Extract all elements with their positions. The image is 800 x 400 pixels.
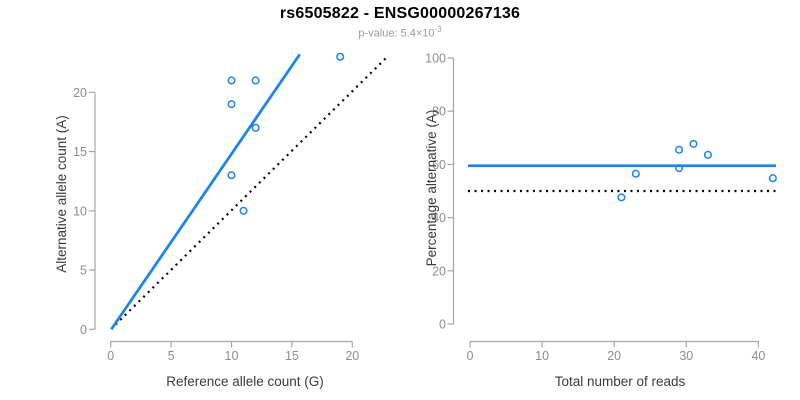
x-tick-label: 20 [345,349,359,363]
x-tick-label: 10 [225,349,239,363]
y-tick-label: 60 [432,158,446,172]
x-tick-label: 0 [107,349,114,363]
y-tick-label: 80 [432,105,446,119]
x-tick-label: 0 [467,349,474,363]
data-point [703,150,712,159]
data-point [251,76,260,85]
x-axis-label: Reference allele count (G) [166,374,324,389]
x-tick-label: 15 [285,349,299,363]
y-tick-label: 0 [439,318,446,332]
y-tick-label: 40 [432,211,446,225]
data-point [336,52,345,61]
data-point [631,169,640,178]
data-point [617,193,626,202]
pvalue-times-ten: ×10 [415,27,435,40]
figure-subtitle: p-value: 5.4×10-3 [0,25,800,40]
y-tick-label: 20 [432,264,446,278]
y-tick-label: 100 [425,52,446,66]
pvalue-exponent: -3 [434,25,442,34]
y-axis-label: Alternative allele count (A) [54,115,69,273]
y-tick-label: 0 [80,323,87,337]
figure-title: rs6505822 - ENSG00000267136 [279,5,521,22]
pvalue-text: p-value: 5.4 [358,27,416,40]
left-scatter-panel: 0 5 10 15 20 0 5 10 15 20 Reference allele count (… [54,52,390,389]
x-axis-label: Total number of reads [555,374,686,389]
data-point [689,139,698,148]
y-tick-label: 15 [73,145,87,159]
x-tick-label: 40 [751,349,765,363]
data-point [227,100,236,109]
x-tick-label: 5 [168,349,175,363]
data-point [227,171,236,180]
data-point [239,206,248,215]
y-tick-label: 10 [73,204,87,218]
data-point [675,164,684,173]
y-tick-label: 20 [73,86,87,100]
data-point [675,145,684,154]
y-axis-label: Percentage alternative (A) [424,110,439,267]
data-point [227,76,236,85]
right-scatter-panel: 0 20 40 60 80 100 0 10 20 30 40 Total number of rea… [424,52,777,389]
fit-line [110,53,301,331]
data-point [251,123,260,132]
x-tick-label: 20 [607,349,621,363]
y-tick-label: 5 [80,264,87,278]
identity-line [114,54,390,326]
x-tick-label: 30 [679,349,693,363]
x-tick-label: 10 [535,349,549,363]
data-point [768,174,777,183]
